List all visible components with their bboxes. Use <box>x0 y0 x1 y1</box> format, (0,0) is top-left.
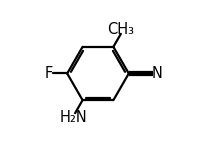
Text: F: F <box>45 66 53 81</box>
Text: H₂N: H₂N <box>60 110 88 125</box>
Text: CH₃: CH₃ <box>107 22 134 37</box>
Text: N: N <box>152 66 162 81</box>
